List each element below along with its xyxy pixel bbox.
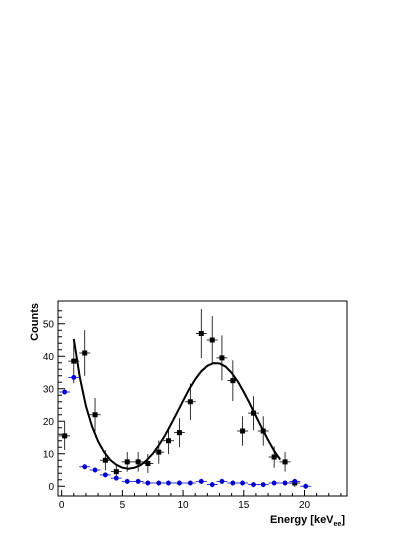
axis-ticks	[58, 310, 342, 496]
data-point-square	[166, 438, 171, 444]
data-point-square	[209, 337, 215, 343]
data-point-square	[240, 428, 246, 434]
data-point-circle	[240, 480, 245, 486]
data-point-circle	[187, 480, 193, 486]
data-point-circle	[113, 475, 119, 481]
data-point-circle	[260, 482, 266, 488]
data-point-square	[135, 459, 141, 465]
x-tick-label: 15	[238, 500, 250, 511]
plot-frame	[57, 300, 348, 497]
data-point-circle	[82, 464, 88, 470]
data-point-square	[156, 449, 162, 455]
y-tick-label: 50	[43, 319, 55, 330]
data-point-circle	[135, 478, 141, 484]
data-point-circle	[177, 480, 182, 486]
data-point-circle	[102, 472, 108, 478]
y-tick-label: 30	[43, 384, 55, 395]
data-point-square	[82, 350, 88, 356]
data-point-square	[198, 331, 204, 336]
data-point-square	[102, 457, 108, 463]
y-tick-label: 20	[43, 417, 55, 428]
y-tick-label: 40	[43, 352, 55, 363]
data-point-square	[187, 399, 193, 405]
data-point-circle	[92, 467, 98, 473]
data-point-square	[260, 428, 266, 434]
tick-labels: 0 5 10 15 20 0 10 20 30 40 50	[43, 319, 311, 511]
data-point-circle	[156, 480, 162, 486]
data-point-circle	[303, 483, 309, 489]
data-point-square	[113, 469, 119, 475]
series-square	[59, 308, 301, 487]
data-point-circle	[282, 480, 288, 486]
x-tick-label: 0	[59, 500, 65, 511]
data-point-circle	[271, 480, 277, 486]
data-point-circle	[124, 478, 130, 484]
data-point-square	[271, 454, 277, 460]
data-point-circle	[198, 478, 204, 484]
x-axis-title-main: Energy [keV	[270, 514, 334, 526]
x-tick-label: 10	[178, 500, 190, 511]
fit-curve	[72, 338, 282, 470]
x-tick-label: 20	[299, 500, 311, 511]
data-point-circle	[230, 480, 236, 486]
data-point-square	[219, 355, 225, 361]
y-tick-label: 10	[43, 449, 55, 460]
data-point-circle	[166, 480, 171, 486]
data-point-circle	[145, 480, 151, 486]
data-point-square	[71, 358, 77, 364]
data-point-square	[92, 412, 98, 418]
data-point-circle	[209, 482, 215, 488]
data-point-circle	[219, 478, 225, 484]
data-point-square	[251, 410, 256, 416]
data-point-square	[176, 430, 182, 436]
data-point-circle	[71, 374, 77, 380]
data-point-circle	[62, 389, 68, 395]
data-point-circle	[251, 482, 256, 488]
y-tick-label: 0	[48, 482, 54, 493]
data-point-square	[145, 461, 151, 466]
series-circle	[59, 374, 312, 489]
y-axis-title: Counts	[29, 303, 41, 341]
data-point-circle	[292, 478, 298, 484]
x-axis-title-sub: ee	[334, 521, 342, 528]
x-axis-title-close: ]	[341, 514, 345, 526]
x-axis-title: Energy [keVee]	[270, 514, 345, 528]
x-tick-label: 5	[120, 500, 126, 511]
data-marks	[59, 308, 312, 489]
plot-area	[57, 300, 348, 497]
data-point-square	[62, 433, 68, 439]
data-point-square	[282, 459, 288, 465]
data-point-square	[230, 378, 236, 384]
data-point-square	[124, 459, 130, 465]
